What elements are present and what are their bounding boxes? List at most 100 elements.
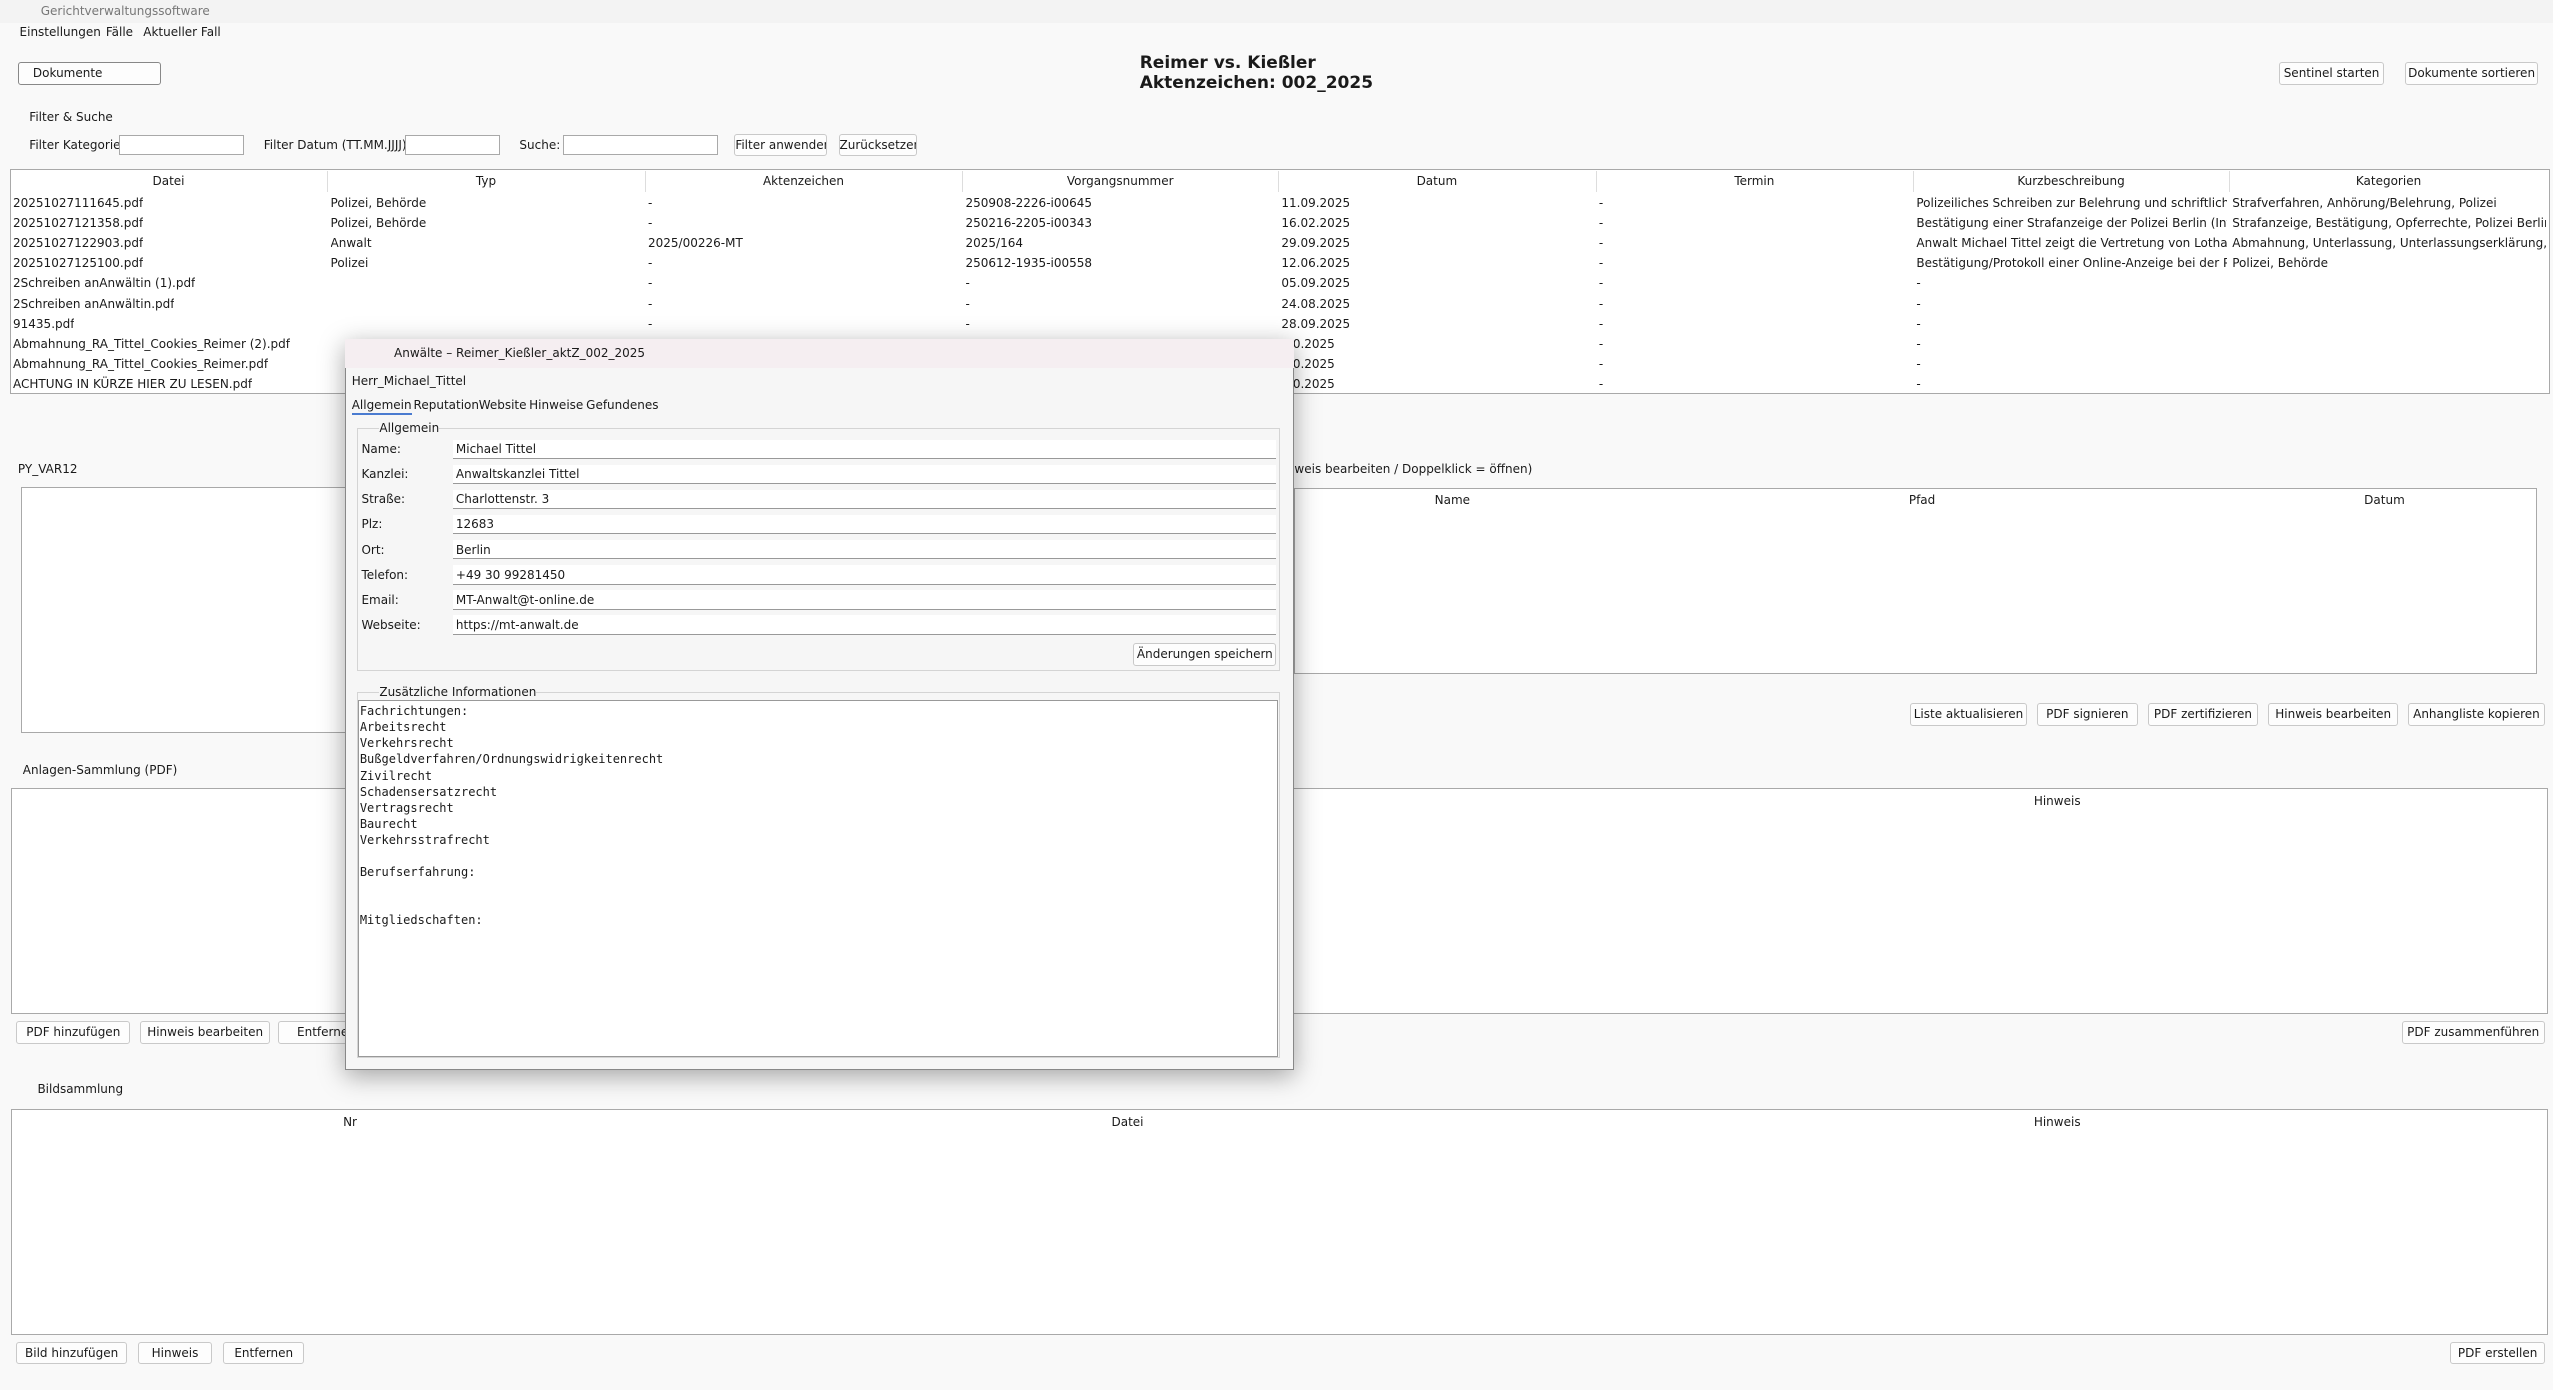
table-cell: Anwalt xyxy=(330,236,372,251)
dialog-close-button[interactable] xyxy=(1257,344,1286,364)
table-cell: - xyxy=(1598,356,1604,371)
table-cell: - xyxy=(1598,256,1604,271)
field-input[interactable] xyxy=(452,564,1277,585)
button[interactable]: Filter anwenden xyxy=(734,133,828,157)
field-label: Name: xyxy=(361,442,401,457)
column-header: Kategorien xyxy=(2355,173,2422,188)
table-cell: .10.2025 xyxy=(1281,336,1335,351)
filter-label: Suche: xyxy=(519,137,561,152)
dialog-title: Anwälte – Reimer_Kießler_aktZ_002_2025 xyxy=(394,346,646,361)
field-label: Telefon: xyxy=(361,567,409,582)
field-input[interactable] xyxy=(452,514,1277,535)
table-cell: 24.08.2025 xyxy=(1281,296,1351,311)
button[interactable]: Entfernen xyxy=(223,1341,305,1365)
button[interactable]: Sentinel starten xyxy=(2279,61,2384,85)
table-cell: - xyxy=(648,316,653,331)
text-line: Arbeitsrecht xyxy=(359,720,447,735)
table-cell: Abmahnung_RA_Tittel_Cookies_Reimer (2).p… xyxy=(13,336,290,351)
group-label: Zusätzliche Informationen xyxy=(379,683,537,700)
tab[interactable]: Gefundenes xyxy=(586,398,659,413)
table-cell: Polizeiliches Schreiben zur Belehrung un… xyxy=(1916,196,2228,211)
menu-item[interactable]: Fälle xyxy=(105,25,134,40)
text-line: Mitgliedschaften: xyxy=(359,912,483,927)
tab[interactable]: Allgemein xyxy=(351,397,412,416)
field-label: Straße: xyxy=(361,492,406,507)
field-input[interactable] xyxy=(452,489,1277,510)
button[interactable]: Zurücksetzen xyxy=(838,133,917,157)
column-header: Pfad xyxy=(1908,492,1936,507)
column-header: Name xyxy=(1434,492,1471,507)
table-cell: - xyxy=(1916,276,1921,291)
button[interactable]: PDF signieren xyxy=(2036,703,2138,727)
button[interactable]: Hinweis xyxy=(138,1341,212,1365)
button[interactable]: Liste aktualisieren xyxy=(1909,703,2028,727)
table-cell: - xyxy=(965,296,970,311)
button[interactable]: Hinweis bearbeiten xyxy=(140,1020,271,1044)
title-bar xyxy=(0,0,2553,23)
table-cell: - xyxy=(1916,296,1921,311)
table-cell: - xyxy=(1598,276,1604,291)
person-name: Herr_Michael_Tittel xyxy=(351,373,467,388)
section-label: PY_VAR12 xyxy=(17,461,78,476)
column-separator xyxy=(962,170,964,193)
table-cell: 2Schreiben anAnwältin (1).pdf xyxy=(13,276,196,291)
column-header: Datei xyxy=(1111,1114,1144,1129)
filter-input[interactable] xyxy=(118,135,245,155)
table-cell: Bestätigung/Protokoll einer Online-Anzei… xyxy=(1916,256,2228,271)
dialog-title-bar xyxy=(345,338,1295,368)
field-label: Ort: xyxy=(361,542,385,557)
table-cell: - xyxy=(1916,336,1921,351)
filter-input[interactable] xyxy=(563,135,719,155)
field-input[interactable] xyxy=(452,590,1277,610)
table-cell: Abmahnung_RA_Tittel_Cookies_Reimer.pdf xyxy=(13,356,269,371)
button[interactable]: Hinweis bearbeiten xyxy=(2268,703,2399,727)
table-cell: 28.09.2025 xyxy=(1281,316,1351,331)
case-number: Aktenzeichen: 002_2025 xyxy=(1139,72,1374,93)
button[interactable]: PDF zertifizieren xyxy=(2147,703,2259,727)
table-cell: - xyxy=(1916,356,1921,371)
menu-item[interactable]: Einstellungen xyxy=(19,25,101,40)
table-cell: - xyxy=(1598,296,1604,311)
field-label: Email: xyxy=(361,592,399,607)
view-select[interactable]: Dokumente xyxy=(17,61,162,85)
button[interactable]: Anhangliste kopieren xyxy=(2408,703,2545,727)
dialog-maximize-button[interactable] xyxy=(1211,344,1240,364)
field-value: +49 30 99281450 xyxy=(455,567,566,582)
filter-input[interactable] xyxy=(405,135,500,155)
table-cell: .10.2025 xyxy=(1281,376,1335,391)
field-input[interactable] xyxy=(452,439,1277,460)
attachments-left-panel xyxy=(21,486,375,733)
field-input[interactable] xyxy=(452,464,1277,485)
table-cell: 20251027121358.pdf xyxy=(13,216,144,231)
dialog-minimize-button[interactable] xyxy=(1166,344,1195,364)
table-cell: - xyxy=(1598,216,1604,231)
button[interactable]: Änderungen speichern xyxy=(1133,643,1277,666)
window-title: Gerichtverwaltungssoftware xyxy=(40,4,210,19)
table-cell: Abmahnung, Unterlassung, Unterlassungser… xyxy=(2232,236,2547,251)
text-line: Verkehrsstrafrecht xyxy=(359,832,490,847)
menu-item[interactable]: Aktueller Fall xyxy=(143,25,221,40)
column-separator xyxy=(1595,170,1597,193)
table-cell: 20251027122903.pdf xyxy=(13,236,144,251)
button[interactable]: PDF erstellen xyxy=(2450,1341,2545,1365)
tab[interactable]: Reputation xyxy=(413,398,479,413)
field-input[interactable] xyxy=(452,615,1277,635)
table-cell: - xyxy=(1916,316,1921,331)
info-textarea[interactable] xyxy=(358,700,1279,1057)
field-label: Webseite: xyxy=(361,617,421,632)
button[interactable]: Dokumente sortieren xyxy=(2404,61,2539,85)
tab[interactable]: Website xyxy=(478,398,527,413)
tab[interactable]: Hinweise xyxy=(529,398,584,413)
button[interactable]: PDF zusammenführen xyxy=(2401,1020,2545,1044)
field-value: https://mt-anwalt.de xyxy=(455,617,579,632)
field-input[interactable] xyxy=(452,539,1277,560)
table-cell: 250908-2226-i00645 xyxy=(965,196,1093,211)
field-value: MT-Anwalt@t-online.de xyxy=(455,592,595,607)
text-line: Baurecht xyxy=(359,816,418,831)
column-separator xyxy=(2228,170,2230,193)
table-cell: .10.2025 xyxy=(1281,356,1335,371)
column-separator xyxy=(644,170,646,193)
button[interactable]: Bild hinzufügen xyxy=(16,1341,127,1365)
button[interactable]: PDF hinzufügen xyxy=(16,1020,131,1044)
column-separator xyxy=(1278,170,1280,193)
